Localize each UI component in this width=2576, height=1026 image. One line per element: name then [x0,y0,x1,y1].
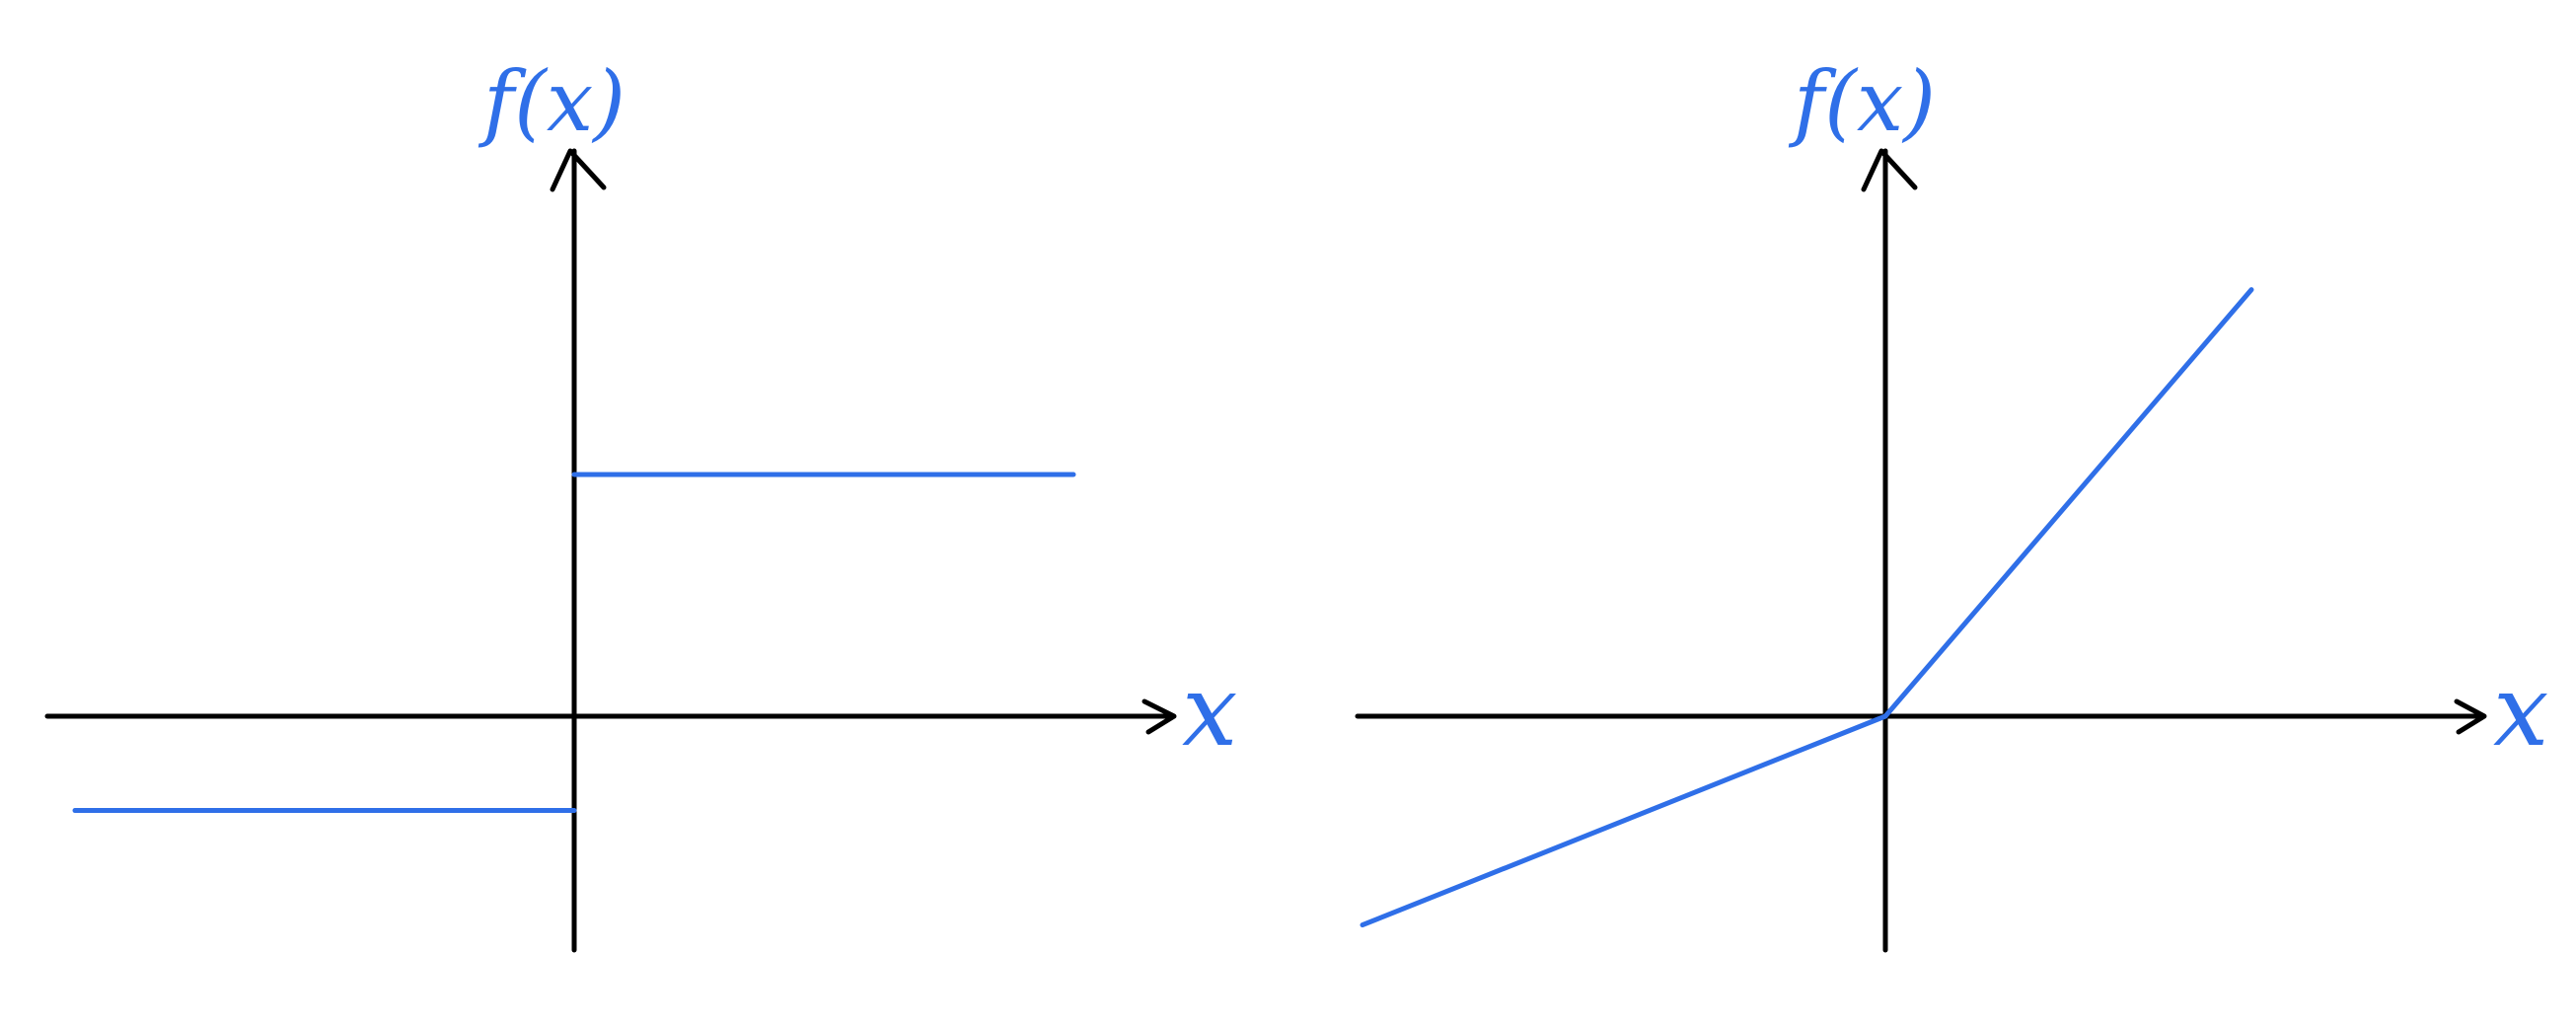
y-axis-arrowhead [1861,148,1918,192]
x-axis-arrowhead [2454,698,2487,735]
positive-branch-segment [1882,287,2254,719]
y-axis-label: f(x) [478,53,626,150]
leaky-relu-plot: f(x) x [1355,53,2548,953]
function-curve [72,472,1076,814]
axes [1355,148,2487,953]
x-axis-label: x [2493,653,2548,769]
negative-branch-segment [1360,713,1888,928]
x-axis-arrowhead [1141,698,1177,735]
y-axis-arrowhead [550,148,607,192]
step-plot: f(x) x [44,53,1237,953]
function-curve [1360,287,2254,928]
x-axis-label: x [1182,653,1237,769]
axes [44,148,1177,953]
y-axis-label: f(x) [1788,53,1936,150]
